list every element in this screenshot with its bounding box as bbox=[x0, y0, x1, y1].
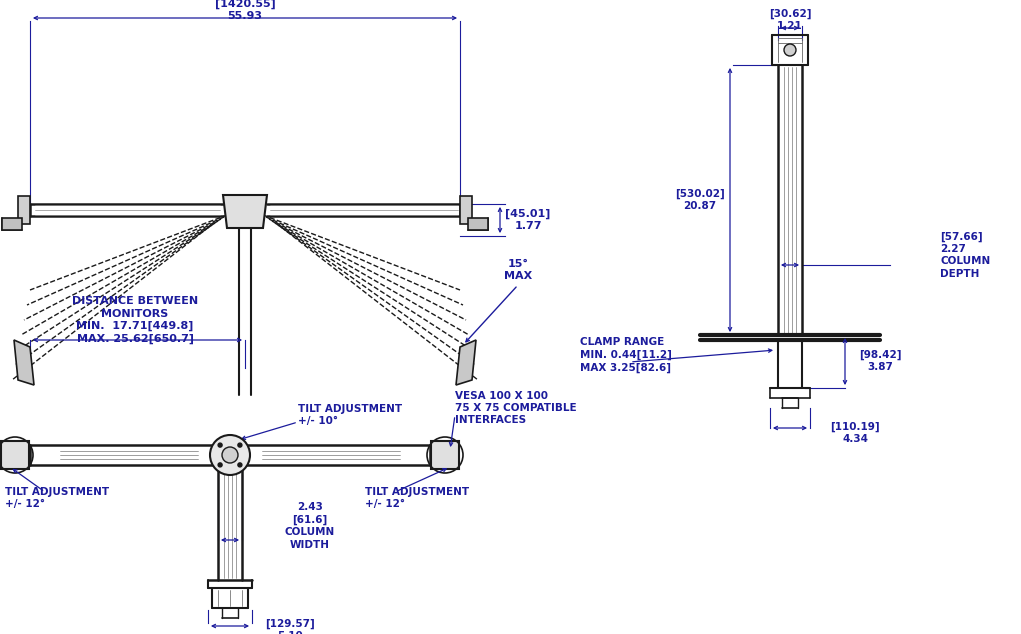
Text: TILT ADJUSTMENT
+/- 10°: TILT ADJUSTMENT +/- 10° bbox=[298, 404, 402, 426]
Text: [110.19]
4.34: [110.19] 4.34 bbox=[830, 422, 880, 444]
Polygon shape bbox=[456, 340, 476, 385]
Text: 2.43
[61.6]
COLUMN
WIDTH: 2.43 [61.6] COLUMN WIDTH bbox=[285, 502, 335, 550]
Polygon shape bbox=[18, 196, 30, 224]
Polygon shape bbox=[468, 218, 488, 230]
Circle shape bbox=[218, 443, 223, 447]
Text: [30.62]
1.21: [30.62] 1.21 bbox=[769, 9, 812, 31]
Polygon shape bbox=[2, 218, 22, 230]
Text: TILT ADJUSTMENT
+/- 12°: TILT ADJUSTMENT +/- 12° bbox=[5, 487, 109, 509]
Text: VESA 100 X 100
75 X 75 COMPATIBLE
INTERFACES: VESA 100 X 100 75 X 75 COMPATIBLE INTERF… bbox=[455, 391, 577, 425]
Circle shape bbox=[222, 447, 238, 463]
Text: [1420.55]
55.93: [1420.55] 55.93 bbox=[214, 0, 276, 22]
Text: [98.42]
3.87: [98.42] 3.87 bbox=[859, 350, 902, 372]
Circle shape bbox=[238, 443, 242, 447]
Circle shape bbox=[210, 435, 250, 475]
Polygon shape bbox=[14, 340, 34, 385]
Circle shape bbox=[238, 463, 242, 467]
Bar bbox=[431, 441, 459, 469]
Text: CLAMP RANGE
MIN. 0.44[11.2]
MAX 3.25[82.6]: CLAMP RANGE MIN. 0.44[11.2] MAX 3.25[82.… bbox=[580, 337, 672, 373]
Text: [530.02]
20.87: [530.02] 20.87 bbox=[675, 189, 725, 211]
Circle shape bbox=[784, 44, 796, 56]
Text: [45.01]
1.77: [45.01] 1.77 bbox=[505, 209, 550, 231]
Text: [129.57]
5.10: [129.57] 5.10 bbox=[265, 619, 314, 634]
Polygon shape bbox=[223, 195, 268, 228]
Text: TILT ADJUSTMENT
+/- 12°: TILT ADJUSTMENT +/- 12° bbox=[364, 487, 469, 509]
Polygon shape bbox=[460, 196, 472, 224]
Bar bbox=[1, 441, 29, 469]
Text: DISTANCE BETWEEN
MONITORS
MIN.  17.71[449.8]
MAX. 25.62[650.7]: DISTANCE BETWEEN MONITORS MIN. 17.71[449… bbox=[71, 296, 198, 344]
Circle shape bbox=[218, 463, 223, 467]
Text: 15°
MAX: 15° MAX bbox=[504, 259, 532, 281]
Text: [57.66]
2.27
COLUMN
DEPTH: [57.66] 2.27 COLUMN DEPTH bbox=[940, 231, 990, 279]
